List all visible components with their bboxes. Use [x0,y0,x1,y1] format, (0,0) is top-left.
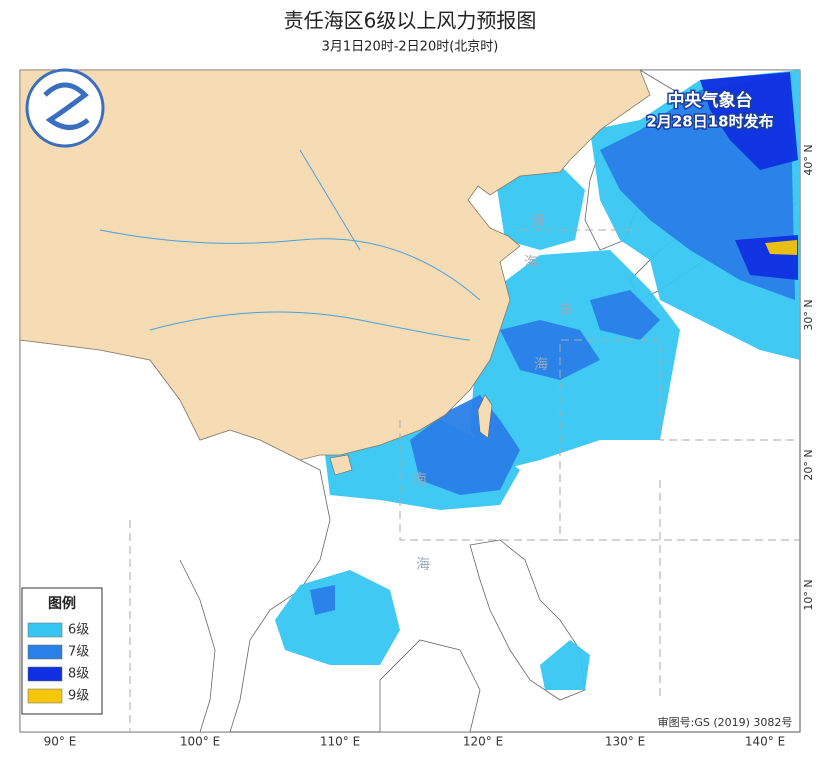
peninsula-outline [179,559,216,733]
legend-swatch [27,644,63,660]
sea-label: 南 [413,472,427,488]
taiwan [477,394,493,439]
latitude-label: 30° N [802,299,815,330]
wind-areas [275,70,800,690]
china-land [19,69,651,461]
longitude-label: 120° E [463,735,503,749]
logo-mark [43,82,90,130]
wind-area [500,320,600,380]
wind-area [765,240,797,255]
legend-label: 8级 [68,667,89,682]
issue-time: 2月28日18时发布 [646,113,773,131]
wind-area [590,290,660,340]
agency: 中央气象台 [668,90,753,111]
legend-swatch [27,622,63,638]
latitude-label: 20° N [802,449,815,480]
sea-area-boundaries [129,229,800,732]
title: 责任海区6级以上风力预报图 [284,9,537,33]
wind-area [410,395,520,495]
longitude-label: 130° E [605,735,645,749]
legend-label: 9级 [68,689,89,704]
longitude-label: 90° E [44,735,77,749]
sea-label: 黄 [531,213,545,230]
approval-number: 审图号:GS (2019) 3082号 [658,715,793,729]
wind-area [310,585,335,615]
borneo-land [379,639,481,733]
wind-area [540,640,590,690]
sea-label: 海 [524,255,538,271]
hainan [329,454,353,476]
latitude-label: 10° N [802,579,815,610]
sea-label: 海 [416,557,430,573]
legend-label: 7级 [68,645,89,660]
legend-swatch [27,666,63,682]
longitude-label: 110° E [320,735,360,749]
legend-label: 6级 [68,623,89,638]
wind-area [700,72,798,170]
wind-area [275,570,400,665]
coordinate-labels: 90° E 100° E 110° E 120° E 130° E 140° E 40° N… [44,144,815,748]
subtitle: 3月1日20时-2日20时(北京时) [322,40,499,55]
wind-area [495,165,585,250]
legend-title: 图例 [48,595,76,612]
rivers [99,149,481,341]
sea-label: 海 [534,357,548,373]
longitude-label: 140° E [745,735,785,749]
latitude-label: 40° N [802,144,815,175]
longitude-label: 100° E [180,735,220,749]
sea-label: 东 [559,302,573,318]
legend-swatch [27,688,63,704]
legend: 图例 6级 7级 8级 9级 [21,587,103,715]
